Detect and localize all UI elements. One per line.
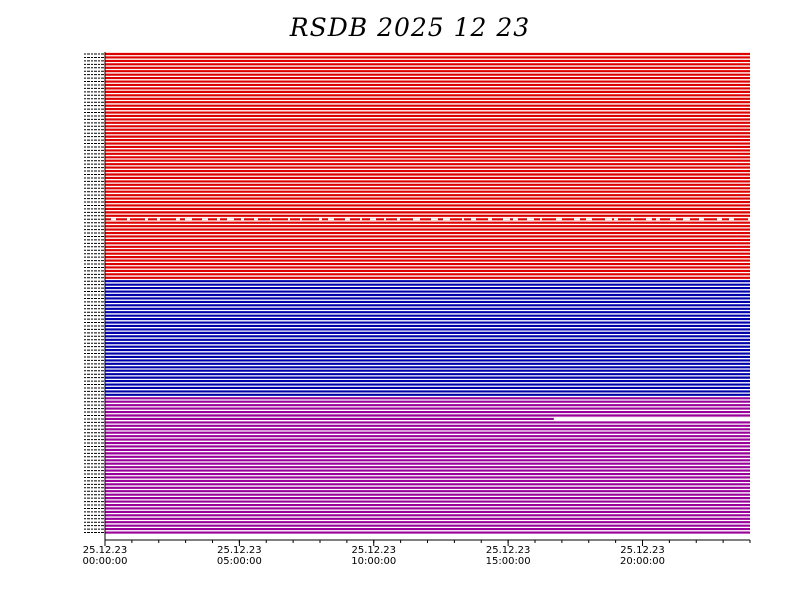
x-tick-label-time: 10:00:00 <box>351 556 396 567</box>
data-gap <box>397 218 400 221</box>
data-gap <box>360 218 362 221</box>
data-gap <box>384 218 386 221</box>
data-gap <box>748 218 754 221</box>
data-gap <box>605 218 612 221</box>
data-gap <box>631 218 634 221</box>
data-gap <box>574 218 580 221</box>
x-tick-label-date: 25.12.23 <box>217 545 262 556</box>
data-gap <box>202 218 208 221</box>
data-gap <box>553 417 750 421</box>
data-gap <box>241 218 244 221</box>
x-tick-label-time: 20:00:00 <box>620 556 665 567</box>
data-gap <box>328 218 334 221</box>
data-gap <box>683 218 690 221</box>
x-axis: 25.12.2300:00:0025.12.2305:00:0025.12.23… <box>83 52 751 567</box>
data-gap <box>540 218 542 221</box>
data-gap <box>270 218 272 221</box>
data-gap <box>157 218 160 221</box>
data-gap <box>513 218 518 221</box>
data-gap <box>227 218 234 221</box>
data-gap <box>254 218 258 221</box>
x-tick-label-date: 25.12.23 <box>351 545 396 556</box>
data-gap <box>656 218 660 221</box>
data-gap <box>431 218 438 221</box>
data-gap <box>614 218 618 221</box>
data-gap <box>556 218 562 221</box>
data-gap <box>185 218 192 221</box>
data-gap <box>217 218 220 221</box>
x-tick-label-time: 00:00:00 <box>83 556 128 567</box>
data-gap <box>488 218 492 221</box>
row-label-group <box>84 53 104 534</box>
data-gap <box>300 218 302 221</box>
data-gap <box>586 218 592 221</box>
data-gap <box>111 218 116 221</box>
data-gap <box>646 218 652 221</box>
data-gap <box>145 218 148 221</box>
data-gap <box>288 218 290 221</box>
x-tick-label-date: 25.12.23 <box>83 545 128 556</box>
data-gap <box>471 218 476 221</box>
chart-title: RSDB 2025 12 23 <box>289 13 530 42</box>
x-tick-label-date: 25.12.23 <box>620 545 665 556</box>
gap-group <box>111 218 754 421</box>
data-gap <box>699 218 704 221</box>
data-gap <box>717 218 722 221</box>
data-gap <box>462 218 464 221</box>
data-gap <box>345 218 350 221</box>
data-gap <box>729 218 734 221</box>
data-gap <box>670 218 676 221</box>
x-tick-label-date: 25.12.23 <box>486 545 531 556</box>
x-tick-label-time: 15:00:00 <box>486 556 531 567</box>
data-gap <box>127 218 130 221</box>
data-gap <box>176 218 180 221</box>
data-gap <box>443 218 450 221</box>
data-gap <box>503 218 510 221</box>
data-gap <box>527 218 534 221</box>
data-gap <box>319 218 322 221</box>
data-gap <box>413 218 420 221</box>
trace-group <box>105 52 750 534</box>
data-gap <box>370 218 376 221</box>
x-tick-label-time: 05:00:00 <box>217 556 262 567</box>
